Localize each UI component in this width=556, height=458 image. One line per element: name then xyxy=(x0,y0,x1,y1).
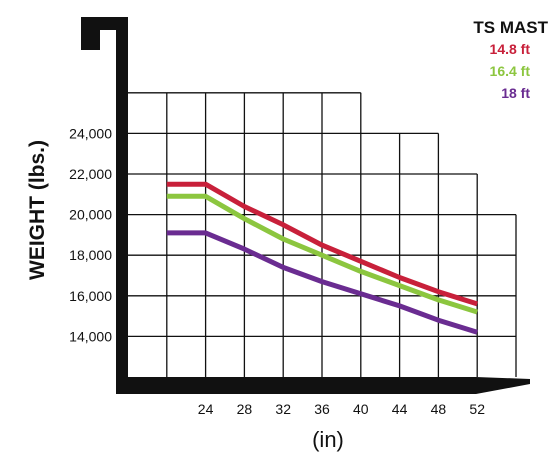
x-tick-label: 40 xyxy=(353,401,369,417)
series-line-18-ft xyxy=(166,230,478,335)
mast-frame xyxy=(81,17,128,377)
legend-item-18-ft: 18 ft xyxy=(501,85,530,101)
x-tick-label: 28 xyxy=(237,401,253,417)
series-lines xyxy=(166,181,478,335)
x-tick-label: 32 xyxy=(275,401,291,417)
fork-base xyxy=(116,377,530,394)
x-axis-label: (in) xyxy=(312,427,344,452)
series-line-14-8-ft xyxy=(166,181,478,307)
x-tick-label: 36 xyxy=(314,401,330,417)
y-tick-label: 24,000 xyxy=(69,125,112,141)
chart-grid xyxy=(128,92,517,377)
y-axis-ticks: 14,000 16,000 18,000 20,000 22,000 24,000 xyxy=(69,125,112,344)
y-tick-label: 18,000 xyxy=(69,247,112,263)
legend-item-16-4-ft: 16.4 ft xyxy=(490,63,531,79)
y-tick-label: 20,000 xyxy=(69,207,112,223)
series-line-16-4-ft xyxy=(166,193,478,315)
y-tick-label: 14,000 xyxy=(69,328,112,344)
x-tick-label: 48 xyxy=(431,401,447,417)
x-tick-label: 44 xyxy=(392,401,408,417)
x-tick-label: 24 xyxy=(198,401,214,417)
y-axis-label: WEIGHT (lbs.) xyxy=(26,140,49,280)
y-tick-label: 16,000 xyxy=(69,288,112,304)
legend-item-14-8-ft: 14.8 ft xyxy=(490,41,531,57)
x-axis-ticks: 24 28 32 36 40 44 48 52 xyxy=(198,401,485,417)
legend-title: TS MAST xyxy=(473,18,548,37)
legend: TS MAST 14.8 ft 16.4 ft 18 ft xyxy=(473,18,548,101)
x-tick-label: 52 xyxy=(469,401,485,417)
y-tick-label: 22,000 xyxy=(69,166,112,182)
